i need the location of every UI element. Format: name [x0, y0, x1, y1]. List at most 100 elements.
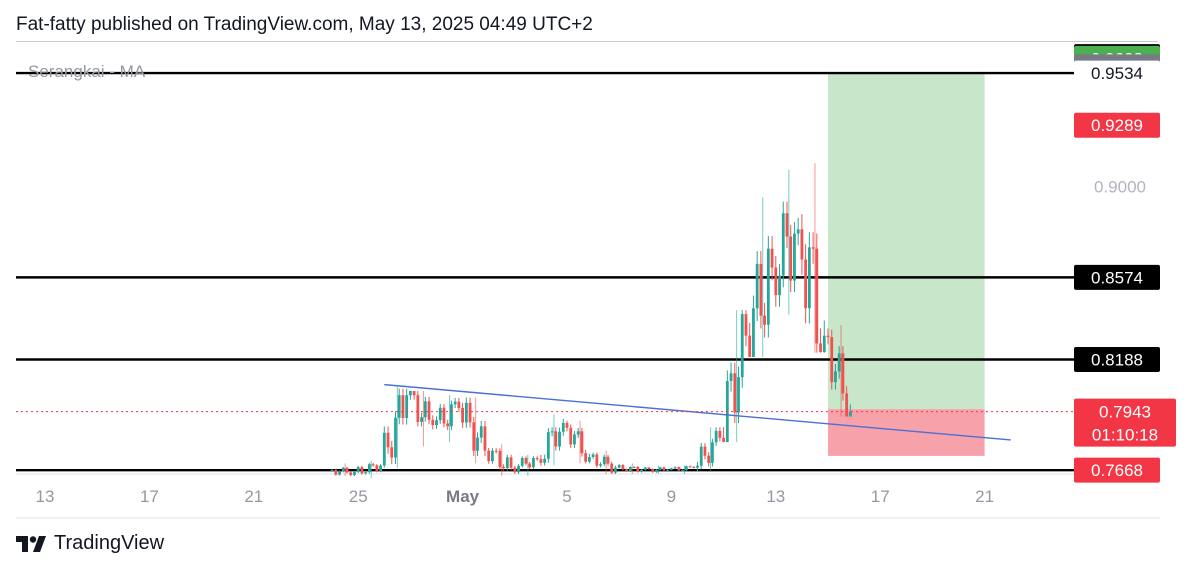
x-axis-tick-label: 13 — [766, 487, 785, 506]
trend-line[interactable] — [384, 383, 1011, 441]
candle-body — [640, 469, 643, 472]
candle-body — [479, 426, 483, 438]
candle-body — [625, 469, 629, 472]
position-loss-zone[interactable] — [828, 409, 985, 456]
candle-body — [565, 422, 569, 428]
candle-body — [733, 373, 737, 413]
candle-body — [591, 454, 595, 457]
candle-body — [364, 472, 368, 474]
candle-body — [442, 407, 446, 424]
candle-body — [763, 315, 767, 325]
candle-body — [845, 393, 849, 417]
brand-name: TradingView — [54, 532, 165, 554]
candle-body — [688, 466, 692, 468]
candle-body — [789, 236, 793, 281]
candle-body — [461, 408, 464, 423]
candle-body — [494, 450, 498, 452]
candle-body — [796, 229, 800, 234]
candle-body — [684, 466, 688, 471]
price-label-badge — [1074, 457, 1160, 483]
candle-body — [822, 335, 826, 353]
x-axis-tick-label: 21 — [975, 487, 994, 506]
candle-body — [643, 467, 647, 470]
candle-body — [841, 353, 845, 394]
chart-title: Serangkai - MA — [28, 62, 146, 81]
candle-body — [535, 457, 539, 460]
candle-body — [405, 395, 409, 419]
position-profit-zone[interactable] — [828, 73, 985, 410]
current-price-badge — [1074, 398, 1176, 447]
candle-body — [658, 467, 662, 470]
candle-body — [550, 431, 554, 433]
price-label-badge — [1074, 264, 1160, 290]
candle-body — [356, 467, 360, 472]
candle-body — [491, 450, 494, 462]
candle-body — [692, 466, 696, 468]
x-axis-tick-label: 25 — [349, 487, 368, 506]
candle-body — [834, 371, 837, 383]
candle-body — [617, 465, 621, 468]
x-axis-tick-label: 17 — [871, 487, 890, 506]
candle-body — [409, 391, 412, 396]
candle-body — [543, 458, 547, 463]
candle-body — [561, 422, 565, 432]
candle-body — [740, 314, 744, 378]
candle-body — [483, 426, 487, 451]
candle-body — [785, 213, 789, 237]
candle-body — [487, 450, 491, 462]
price-label-text: 0.8188 — [1091, 351, 1143, 370]
candle-body — [670, 468, 673, 470]
candle-body — [423, 401, 427, 418]
candle-body — [401, 395, 405, 419]
candle-body — [755, 263, 759, 309]
candle-body — [345, 467, 349, 473]
candle-body — [759, 263, 763, 316]
candle-body — [815, 248, 819, 344]
candle-body — [703, 446, 707, 456]
candle-body — [476, 437, 479, 451]
price-label-badge — [1074, 60, 1160, 86]
candle-body — [707, 455, 711, 463]
candle-body — [513, 467, 517, 473]
candle-body — [546, 432, 550, 459]
candle-body — [576, 431, 580, 435]
candle-body — [655, 469, 658, 473]
candle-body — [614, 467, 617, 473]
candle-body — [602, 456, 606, 465]
y-axis-tick-label: 0.9000 — [1094, 178, 1146, 197]
x-axis-tick-label: 13 — [36, 487, 55, 506]
candle-body — [610, 463, 614, 473]
candle-body — [435, 420, 438, 426]
price-label-text: 0.9534 — [1091, 64, 1143, 83]
candle-body — [737, 377, 740, 413]
candle-body — [804, 259, 808, 309]
candle-body — [830, 337, 834, 383]
candle-body — [505, 457, 509, 468]
candle-body — [453, 401, 457, 405]
candle-body — [666, 469, 670, 471]
candle-body — [587, 456, 591, 462]
footer-brand: TradingView — [16, 532, 164, 555]
candle-body — [509, 457, 513, 468]
candle-body — [416, 395, 420, 422]
candle-body — [539, 459, 543, 463]
candle-body — [353, 471, 356, 476]
candle-body — [580, 431, 584, 454]
candle-body — [826, 335, 830, 338]
candle-body — [599, 464, 602, 466]
candle-body — [696, 465, 699, 468]
candle-body — [729, 373, 733, 382]
x-axis-tick-label: 5 — [562, 487, 571, 506]
candle-body — [677, 467, 681, 471]
candle-body — [438, 407, 442, 421]
candle-body — [632, 466, 636, 468]
candle-body — [371, 464, 375, 466]
price-label-text: 0.9289 — [1091, 116, 1143, 135]
candle-body — [375, 465, 379, 471]
candle-body — [517, 465, 520, 473]
candle-body — [673, 467, 677, 469]
candle-body — [811, 247, 815, 249]
price-label-text: 0.7668 — [1091, 461, 1143, 480]
